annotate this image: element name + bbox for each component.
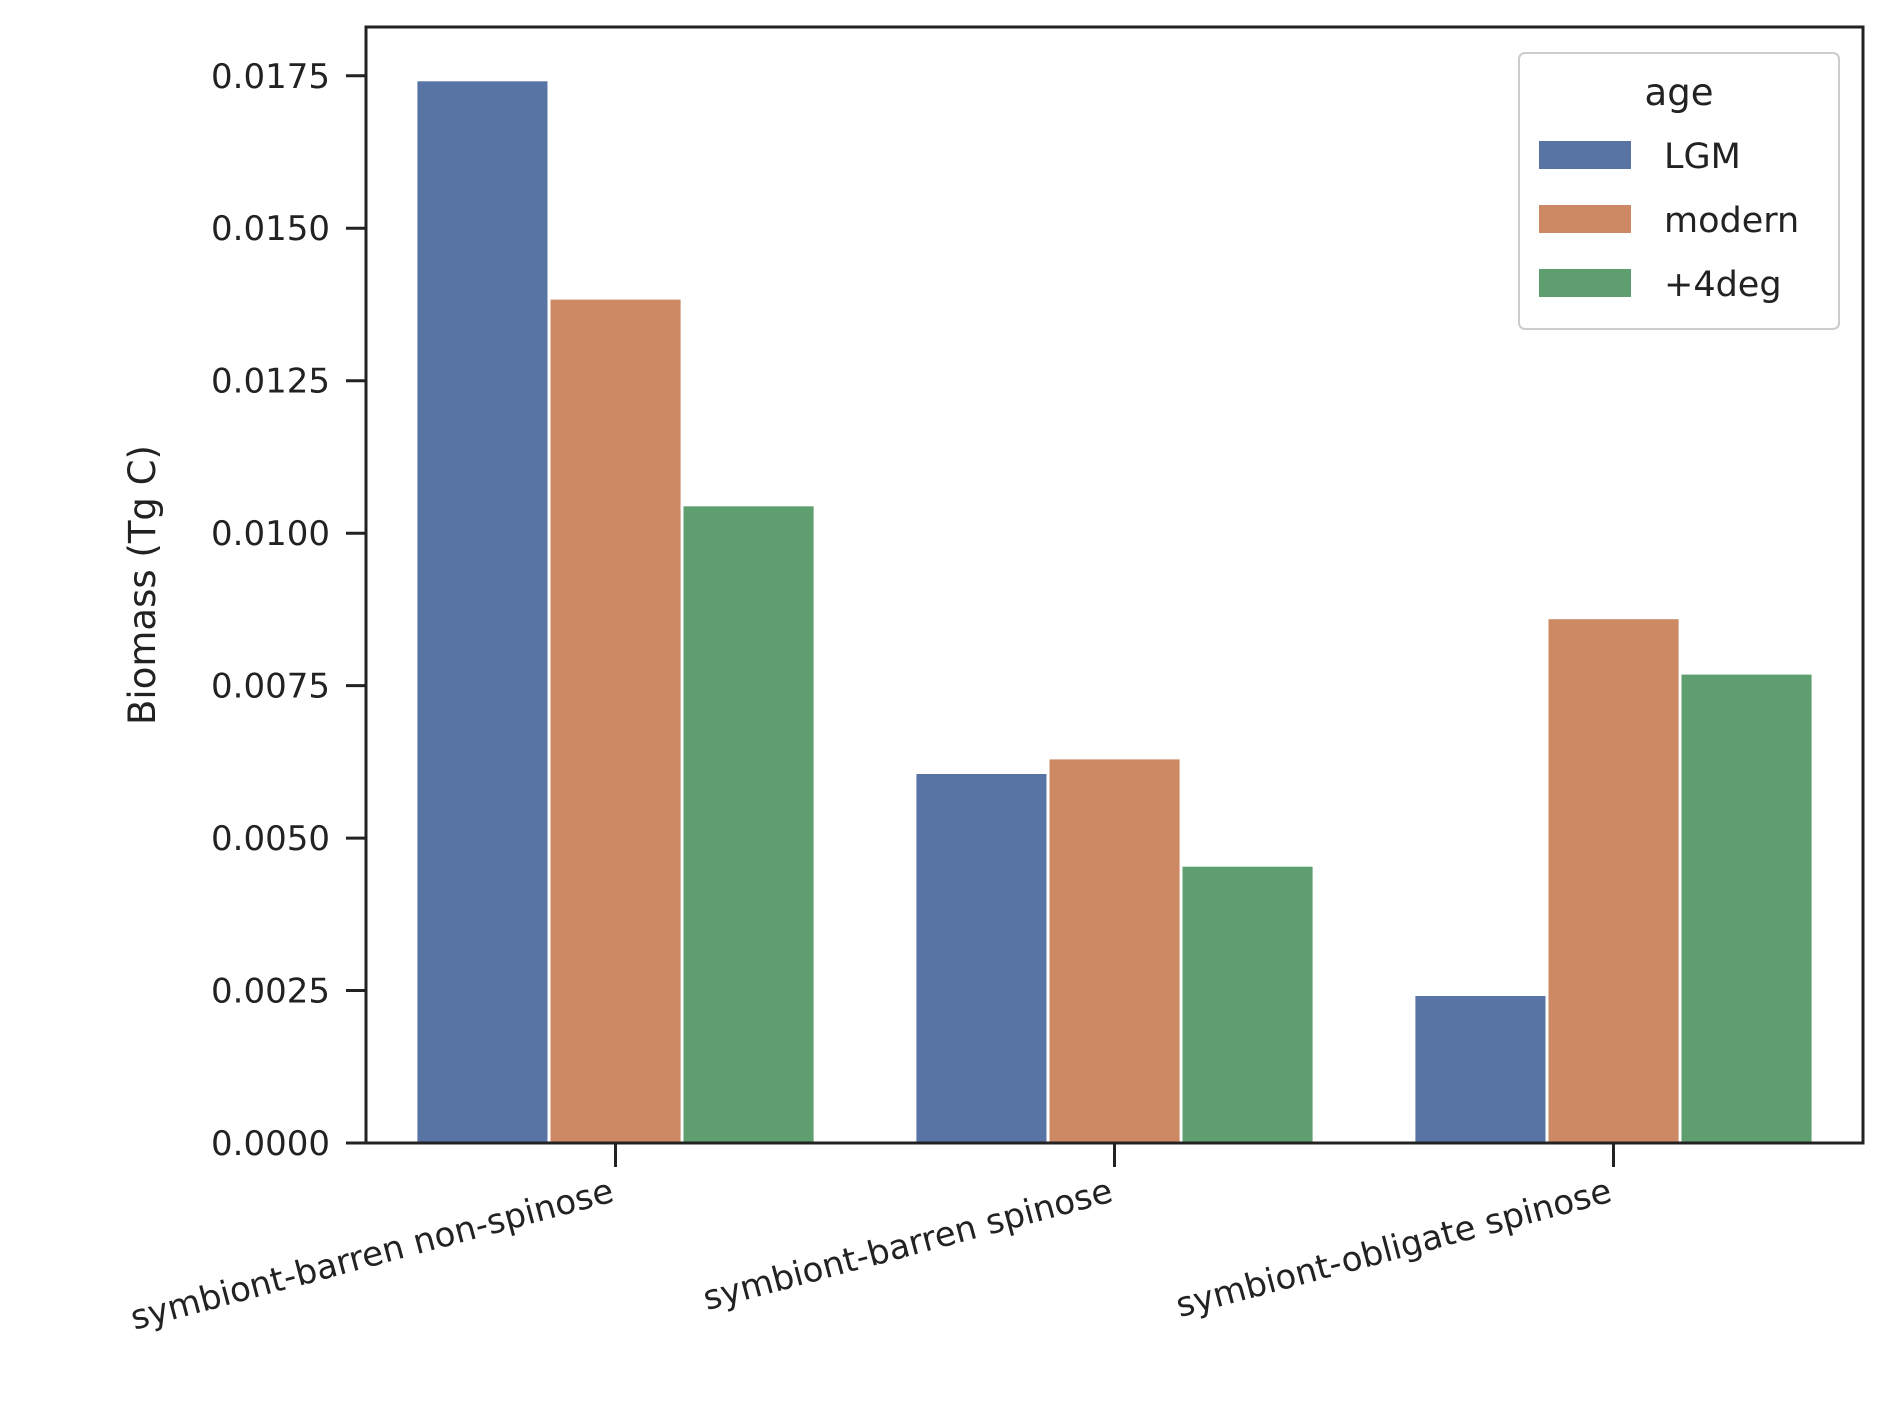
bars-group <box>417 81 1812 1144</box>
legend-box <box>1518 52 1840 330</box>
bar-modern-1 <box>550 299 681 1144</box>
y-tick-label: 0.0125 <box>211 362 330 402</box>
x-tick-label: symbiont-barren non-spinose <box>126 1171 618 1339</box>
y-tick-label: 0.0075 <box>211 667 330 707</box>
x-tick-label: symbiont-barren spinose <box>699 1171 1117 1319</box>
x-axis: symbiont-barren non-spinose symbiont-barr… <box>126 1143 1616 1339</box>
bar-4deg-1 <box>683 506 814 1143</box>
x-tick-label: symbiont-obligate spinose <box>1172 1171 1616 1326</box>
y-tick-label: 0.0000 <box>211 1124 330 1164</box>
legend-label: modern <box>1664 201 1799 241</box>
legend-swatch-4deg <box>1539 269 1631 297</box>
bar-lgm-2 <box>916 774 1047 1143</box>
y-axis: 0.0000 0.0025 0.0050 0.0075 0.0100 0.0125 0.01… <box>211 57 366 1164</box>
bar-lgm-1 <box>417 81 548 1143</box>
y-tick-label: 0.0050 <box>211 819 330 859</box>
bar-modern-3 <box>1548 619 1679 1143</box>
y-axis-title: Biomass (Tg C) <box>121 445 164 725</box>
legend-label: LGM <box>1664 137 1741 177</box>
bar-lgm-3 <box>1415 996 1546 1143</box>
y-tick-label: 0.0175 <box>211 57 330 97</box>
y-tick-label: 0.0150 <box>211 209 330 249</box>
legend-title: age <box>1645 71 1714 114</box>
legend-label: +4deg <box>1664 265 1782 305</box>
plot-frame <box>364 25 1865 1145</box>
y-tick-label: 0.0025 <box>211 972 330 1012</box>
bar-modern-2 <box>1049 759 1180 1143</box>
legend-swatch-modern <box>1539 205 1631 233</box>
legend: age LGM modern +4deg <box>1518 52 1840 330</box>
legend-swatch-lgm <box>1539 141 1631 169</box>
bar-4deg-2 <box>1182 866 1313 1143</box>
bar-4deg-3 <box>1681 674 1812 1143</box>
y-tick-label: 0.0100 <box>211 514 330 554</box>
